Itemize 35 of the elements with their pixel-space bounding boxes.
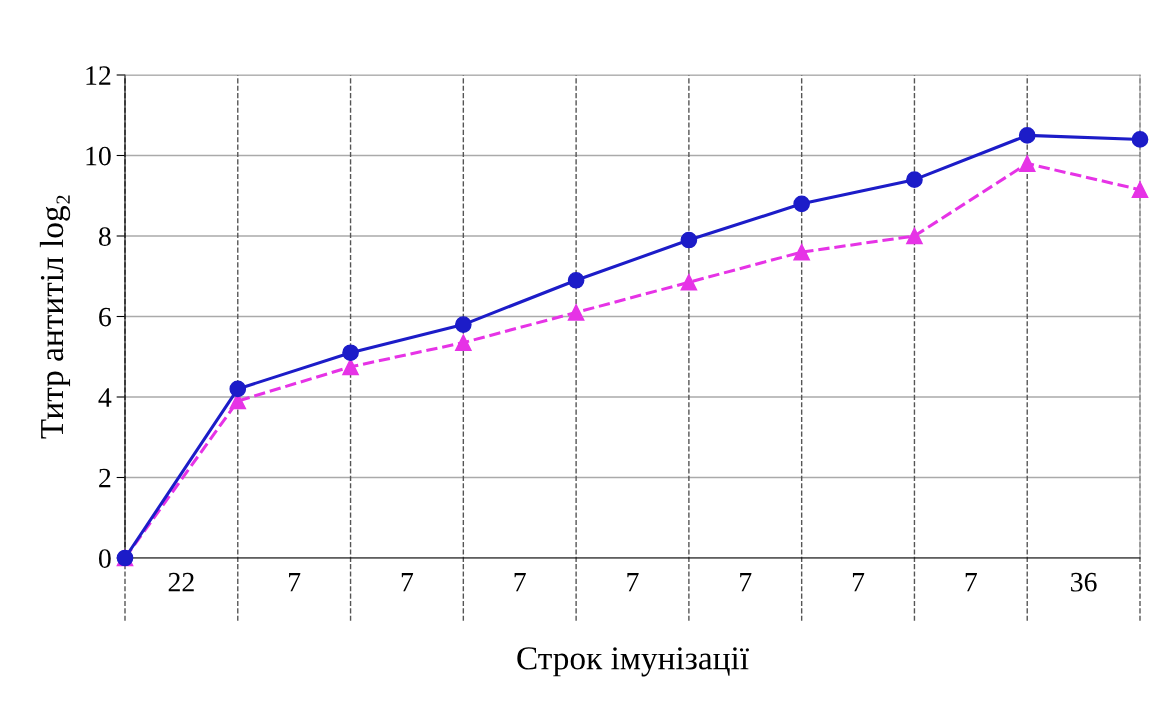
x-axis-title: Строк імунізації <box>517 647 749 677</box>
text: 7 <box>289 573 301 592</box>
text: 7 <box>514 573 526 592</box>
point <box>906 227 923 245</box>
y-tick-label: 4 <box>98 388 112 407</box>
text: 7 <box>965 573 977 592</box>
point <box>567 304 585 321</box>
point <box>567 271 585 289</box>
y-tick-label: 0 <box>98 549 111 568</box>
point <box>229 380 247 398</box>
point <box>1131 181 1149 199</box>
point <box>793 195 811 213</box>
y-axis-title: Титр антитіл log₂ <box>39 195 71 439</box>
point <box>454 316 472 333</box>
point <box>454 334 472 351</box>
point <box>1018 155 1036 172</box>
y-tick-label: 8 <box>98 227 111 246</box>
y-tick-label: 12 <box>86 66 111 85</box>
point <box>342 344 359 362</box>
y-tick-label: 2 <box>99 468 111 488</box>
point <box>342 358 359 376</box>
point <box>680 231 698 249</box>
text: 7 <box>740 573 752 592</box>
text: 7 <box>401 573 414 592</box>
point <box>793 243 811 261</box>
text: 36 <box>1071 572 1097 592</box>
y-tick-label: 6 <box>99 307 111 327</box>
point <box>1018 127 1036 144</box>
y-tick-label: 10 <box>86 146 111 166</box>
text: 22 <box>168 572 194 592</box>
point <box>680 273 698 291</box>
text: 7 <box>627 573 639 592</box>
point <box>1131 131 1149 148</box>
text: 7 <box>852 573 865 592</box>
point <box>906 171 923 188</box>
